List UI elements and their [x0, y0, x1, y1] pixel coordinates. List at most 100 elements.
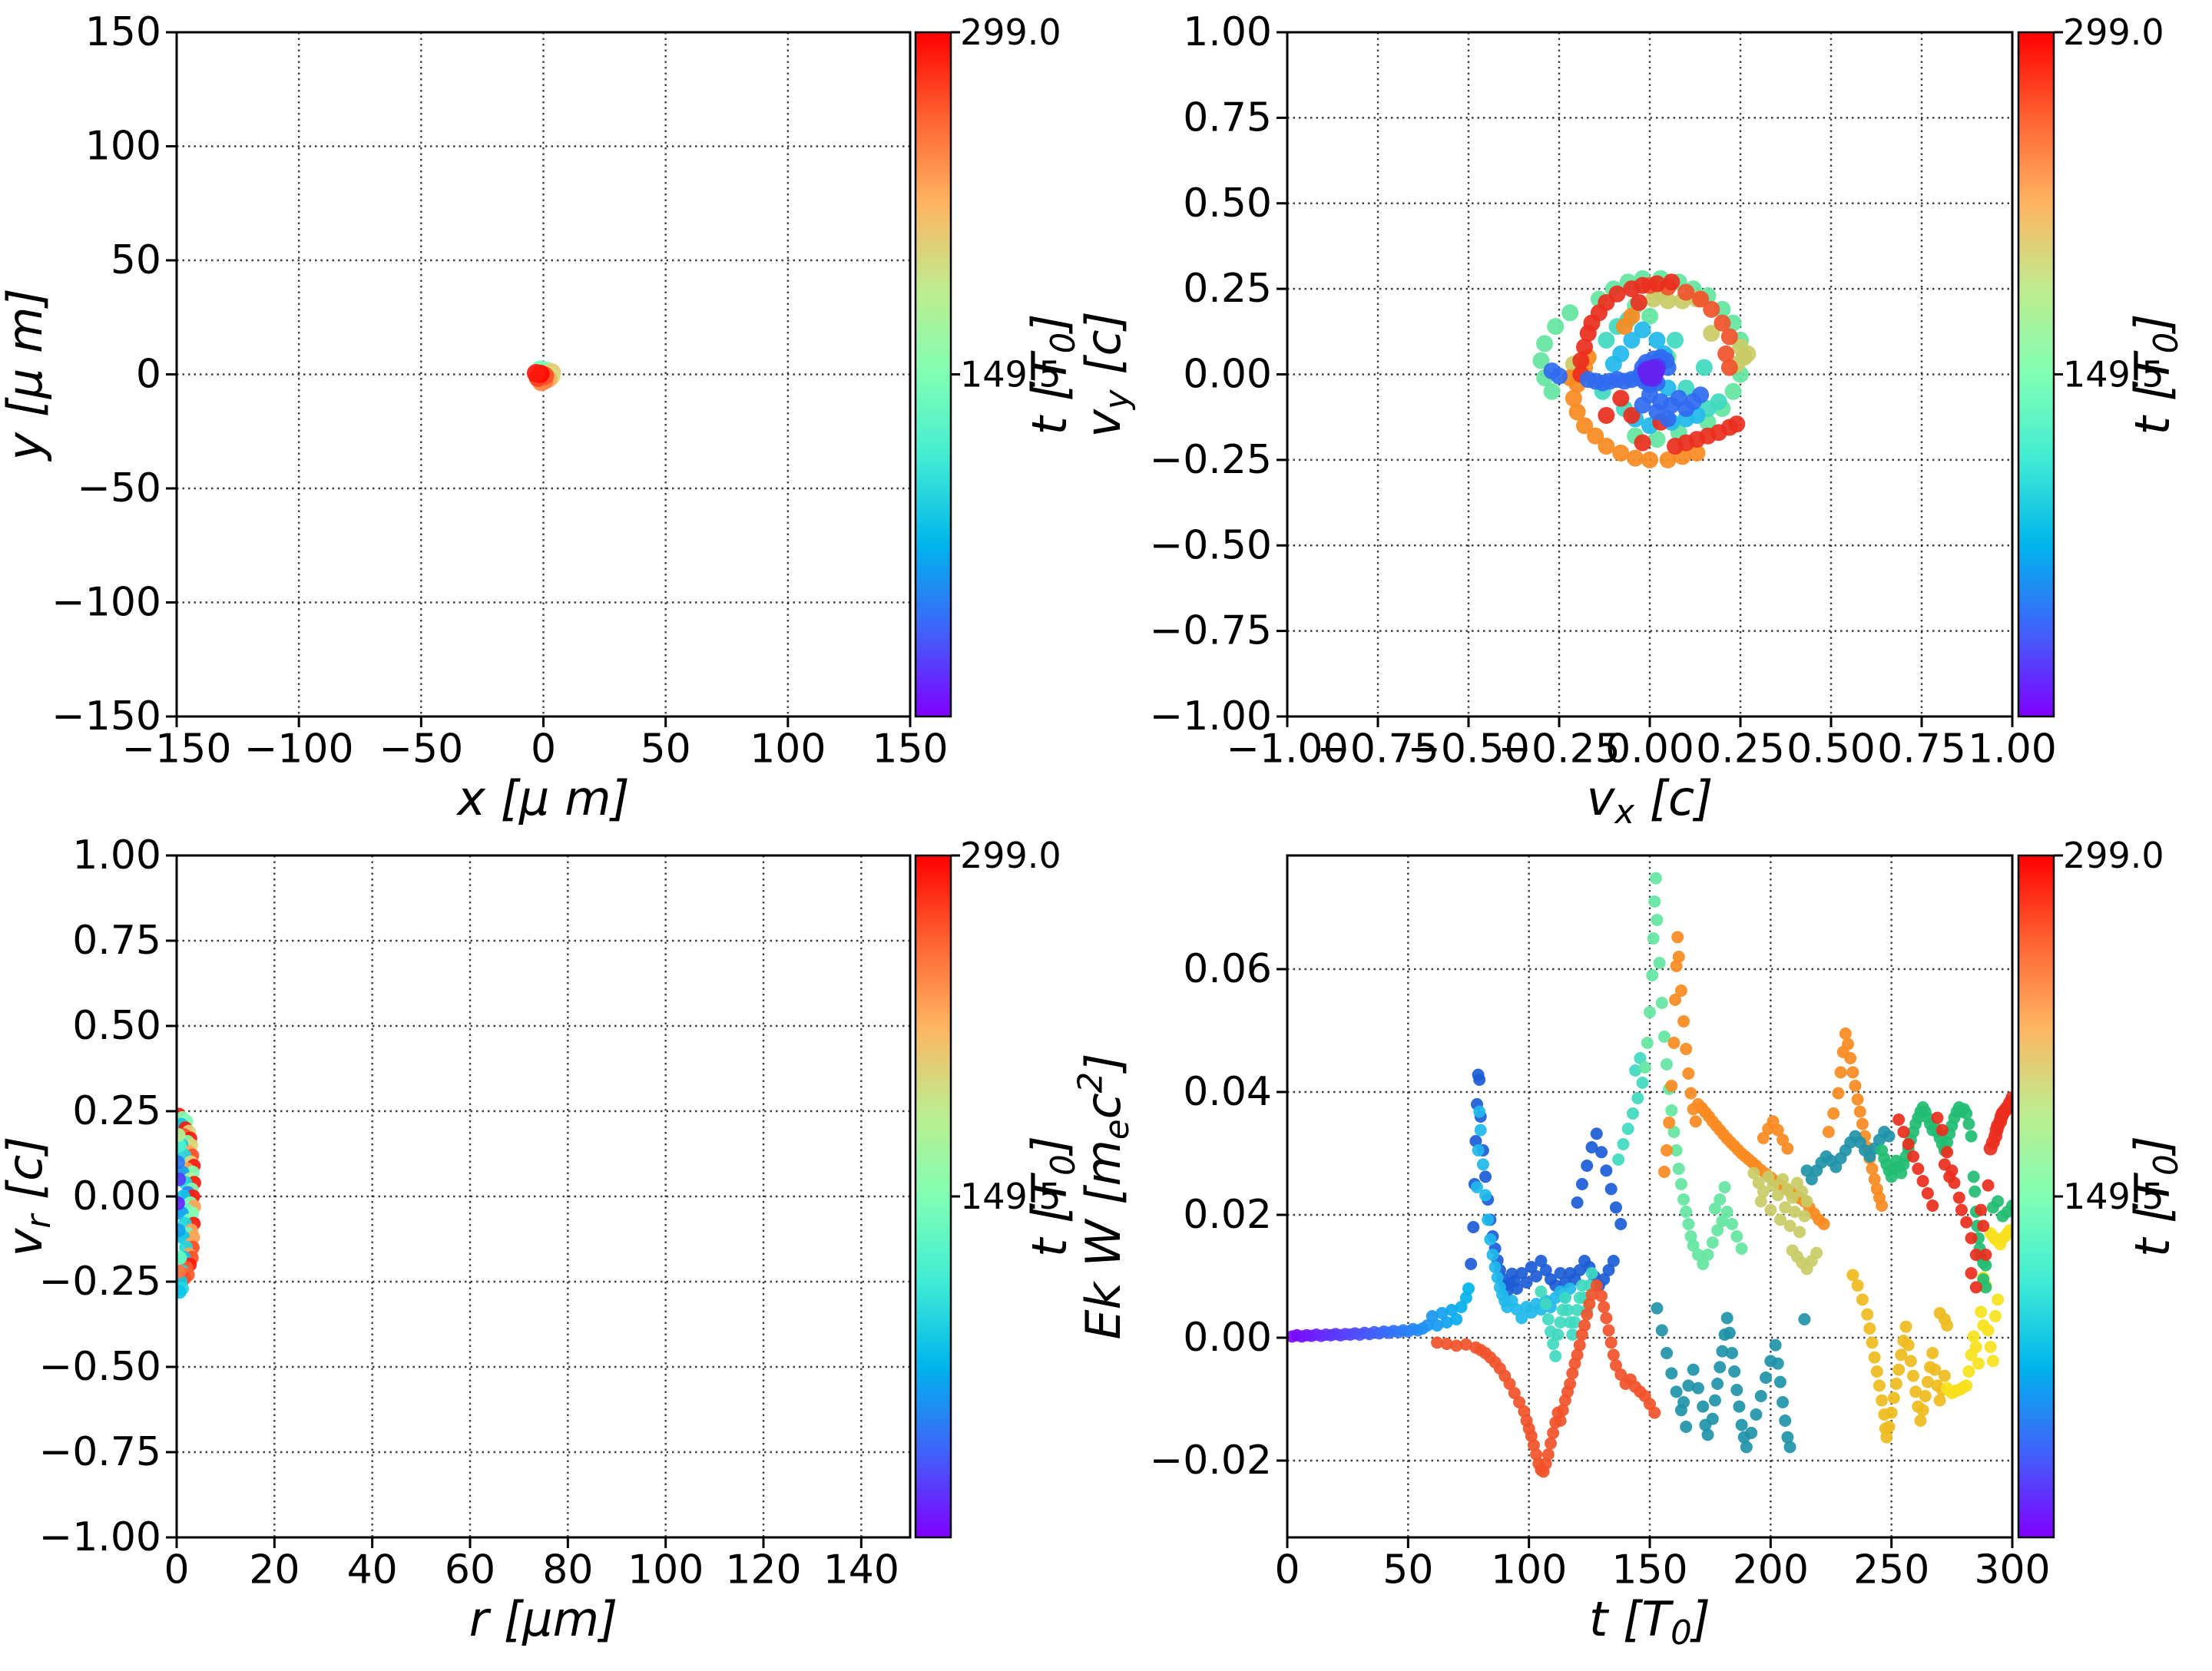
- panel-x-y-ylabel: y [μ m]: [0, 288, 53, 462]
- scatter-point: [1982, 1179, 1995, 1192]
- scatter-point: [1435, 1307, 1449, 1319]
- scatter-point: [1745, 1427, 1758, 1439]
- scatter-point: [1551, 1329, 1565, 1341]
- scatter-point: [1568, 403, 1586, 421]
- scatter-point: [1720, 1312, 1734, 1325]
- colorbar-tick-label: 149.5: [960, 354, 1061, 395]
- scatter-point: [1465, 1258, 1478, 1270]
- scatter-point: [1688, 444, 1706, 462]
- scatter-point: [1651, 914, 1664, 926]
- scatter-point: [1902, 1138, 1915, 1150]
- scatter-point: [1551, 367, 1568, 385]
- scatter-point: [2003, 1224, 2012, 1236]
- colorbar-gradient: [914, 854, 952, 1539]
- scatter-point: [1590, 1127, 1603, 1140]
- scatter-point: [1672, 951, 1685, 963]
- scatter-point: [1846, 1269, 1859, 1282]
- scatter-point: [1541, 1313, 1555, 1325]
- scatter-point: [1832, 1087, 1845, 1100]
- scatter-point: [1779, 1415, 1792, 1427]
- y-tick-label: 0.02: [1183, 1192, 1272, 1238]
- scatter-point: [1697, 1400, 1710, 1413]
- scatter-point: [1687, 1363, 1700, 1376]
- scatter-point: [1623, 406, 1641, 424]
- scatter-point: [1641, 307, 1658, 325]
- scatter-point: [1661, 1347, 1674, 1359]
- panel-ekw-t-points: [1287, 872, 2012, 1478]
- scatter-point: [1977, 1319, 1990, 1332]
- scatter-point: [1771, 1357, 1784, 1370]
- scatter-point: [2005, 1091, 2012, 1105]
- scatter-point: [1680, 1043, 1693, 1055]
- scatter-point: [1773, 1213, 1786, 1226]
- y-tick-label: 0.00: [1183, 1315, 1272, 1361]
- scatter-point: [1641, 1037, 1654, 1049]
- scatter-point: [1488, 1261, 1502, 1273]
- scatter-point: [1604, 356, 1622, 373]
- scatter-point: [1931, 1111, 1944, 1124]
- scatter-point: [1614, 1368, 1628, 1381]
- scatter-point: [1486, 1249, 1499, 1261]
- scatter-point: [1670, 1385, 1683, 1398]
- scatter-point: [1648, 275, 1666, 293]
- scatter-point: [1810, 1246, 1823, 1259]
- panel-ekw-t-ylabel: Ek W [mec2]: [1071, 1054, 1137, 1340]
- scatter-point: [1649, 872, 1662, 885]
- series-teal-chain: [1651, 1126, 1896, 1454]
- scatter-point: [1883, 1130, 1896, 1143]
- scatter-point: [1607, 1348, 1620, 1362]
- scatter-point: [1573, 1264, 1586, 1276]
- series-flat-start: [1287, 1282, 1475, 1343]
- scatter-point: [1936, 1123, 1949, 1137]
- scatter-point: [1969, 1341, 1982, 1353]
- scatter-point: [177, 1155, 185, 1170]
- scatter-point: [1960, 1107, 1973, 1120]
- colorbar-label: t [T0]: [1022, 1136, 1083, 1257]
- scatter-point: [1651, 1302, 1664, 1315]
- scatter-point: [1566, 1329, 1579, 1341]
- scatter-point: [1663, 1117, 1676, 1129]
- scatter-point: [1482, 1213, 1495, 1226]
- x-tick-label: 0.75: [1877, 726, 1966, 773]
- scatter-point: [1561, 1304, 1575, 1316]
- scatter-point: [1769, 1338, 1782, 1352]
- scatter-point: [1661, 1058, 1674, 1070]
- scatter-point: [1718, 1181, 1731, 1193]
- scatter-point: [1739, 345, 1757, 362]
- scatter-point: [1544, 1437, 1557, 1450]
- scatter-point: [1671, 931, 1684, 944]
- scatter-point: [1655, 1324, 1668, 1337]
- scatter-point: [1595, 1289, 1608, 1302]
- scatter-point: [1615, 318, 1633, 336]
- x-tick-label: −0.50: [1407, 726, 1529, 773]
- scatter-point: [2006, 1199, 2012, 1212]
- scatter-point: [1870, 1365, 1883, 1378]
- scatter-point: [1938, 1369, 1951, 1382]
- scatter-point: [1665, 1080, 1678, 1092]
- scatter-point: [1868, 1173, 1881, 1186]
- scatter-point: [1684, 1087, 1697, 1100]
- scatter-point: [1921, 1187, 1934, 1199]
- series-turquoise-low: [1535, 1052, 1649, 1362]
- scatter-point: [1547, 1427, 1560, 1439]
- scatter-point: [1822, 1126, 1835, 1138]
- scatter-point: [1578, 1319, 1591, 1332]
- scatter-point: [1621, 1123, 1634, 1135]
- scatter-point: [1607, 1255, 1620, 1267]
- y-tick-label: −0.75: [39, 1429, 161, 1475]
- scatter-point: [1986, 1355, 1999, 1368]
- scatter-point: [1579, 371, 1597, 389]
- scatter-point: [1677, 1015, 1690, 1027]
- scatter-point: [1471, 1181, 1484, 1193]
- scatter-point: [1723, 1326, 1736, 1339]
- scatter-point: [1750, 1408, 1763, 1421]
- scatter-point: [1572, 352, 1590, 369]
- scatter-point: [1781, 1431, 1794, 1444]
- series-red-loop: [1572, 273, 1746, 455]
- scatter-point: [1653, 957, 1666, 969]
- scatter-point: [1571, 1196, 1584, 1209]
- scatter-point: [1612, 389, 1630, 407]
- scatter-point: [1655, 997, 1668, 1009]
- scatter-point: [1445, 1304, 1458, 1316]
- x-tick-label: 100: [750, 726, 826, 773]
